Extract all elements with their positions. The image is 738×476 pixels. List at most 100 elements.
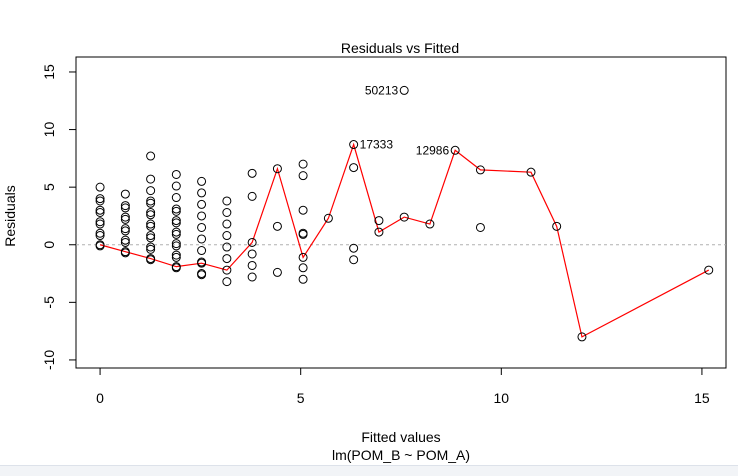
residual-point <box>526 167 536 177</box>
residual-point <box>552 221 562 231</box>
residual-point <box>323 213 333 223</box>
residual-point <box>120 203 130 213</box>
residual-point <box>247 191 257 201</box>
residual-point <box>197 246 207 256</box>
residual-point <box>171 263 181 273</box>
residual-point <box>247 237 257 247</box>
residual-point <box>450 145 460 155</box>
residual-point <box>222 231 232 241</box>
residual-point <box>425 219 435 229</box>
residual-point <box>197 234 207 244</box>
residual-point <box>197 258 207 268</box>
residual-point <box>146 233 156 243</box>
y-tick-label: 10 <box>41 122 57 138</box>
residual-point <box>120 226 130 236</box>
residual-point <box>298 205 308 215</box>
residual-point <box>704 265 714 275</box>
residual-point <box>247 272 257 282</box>
model-formula-label: lm(POM_B ~ POM_A) <box>332 447 470 463</box>
residual-point <box>171 193 181 203</box>
residual-point <box>171 218 181 228</box>
x-axis-label: Fitted values <box>361 429 440 445</box>
residual-point <box>222 208 232 217</box>
x-axis: 0 5 10 15 <box>96 367 710 406</box>
residual-point <box>146 174 156 184</box>
x-tick-label: 0 <box>96 390 104 406</box>
residual-point <box>197 199 207 209</box>
residual-point <box>120 189 130 199</box>
y-axis: -10 -5 0 5 10 15 <box>41 64 77 370</box>
residual-point <box>171 241 181 251</box>
residual-point <box>120 248 130 258</box>
residual-point <box>349 243 359 253</box>
residual-point <box>171 216 181 226</box>
smoothed-trend-line <box>99 142 710 338</box>
residual-point <box>120 214 130 224</box>
residuals-vs-fitted-plot: Residuals vs Fitted -10 -5 0 5 10 15 0 5 10 15 5… <box>2 40 727 463</box>
residual-point <box>146 231 156 241</box>
point-annotations: 50213 17333 12986 <box>360 83 450 157</box>
y-tick-label: 0 <box>41 241 57 249</box>
residual-point <box>146 196 156 206</box>
residual-point <box>399 212 409 222</box>
residual-point <box>95 205 105 215</box>
residual-point <box>146 244 156 254</box>
residual-point <box>171 206 181 216</box>
residual-point <box>349 255 359 265</box>
residual-point <box>247 260 257 270</box>
residual-point <box>272 221 282 231</box>
residual-point <box>475 165 485 175</box>
residual-point <box>146 186 156 196</box>
residual-point <box>247 168 257 178</box>
residual-point <box>95 217 105 227</box>
residual-point <box>95 208 105 217</box>
residual-point <box>298 252 308 262</box>
residual-point <box>197 176 207 186</box>
chart-title: Residuals vs Fitted <box>341 40 459 56</box>
residual-point <box>95 194 105 204</box>
residual-point <box>171 250 181 260</box>
residual-point <box>95 241 105 251</box>
residual-point <box>171 227 181 237</box>
window-bottom-strip <box>0 465 738 476</box>
residual-point <box>222 254 232 264</box>
residual-point <box>120 212 130 222</box>
residual-point <box>95 231 105 241</box>
residual-point <box>171 252 181 262</box>
residual-point <box>146 221 156 231</box>
outlier-label: 17333 <box>360 138 394 152</box>
y-tick-label: -5 <box>41 296 57 309</box>
residual-point <box>272 164 282 174</box>
residual-point <box>272 267 282 277</box>
y-axis-label: Residuals <box>2 185 18 246</box>
residual-points <box>95 85 714 342</box>
residual-point <box>298 274 308 284</box>
x-tick-label: 15 <box>694 390 710 406</box>
residual-point <box>298 159 308 169</box>
residual-point <box>349 140 359 150</box>
residual-point <box>197 270 207 280</box>
residual-point <box>222 277 232 287</box>
residual-point <box>171 169 181 179</box>
residual-point <box>95 182 105 192</box>
residual-point <box>222 242 232 252</box>
x-tick-label: 10 <box>494 390 510 406</box>
residual-point <box>298 171 308 181</box>
residual-point <box>222 196 232 206</box>
residual-point <box>95 228 105 238</box>
plot-frame <box>75 56 727 369</box>
outlier-label: 12986 <box>416 143 450 157</box>
residual-point <box>120 201 130 211</box>
residual-point <box>475 222 485 232</box>
residual-point <box>146 151 156 161</box>
residual-point <box>197 211 207 221</box>
x-tick-label: 5 <box>297 390 305 406</box>
y-tick-label: 15 <box>41 64 57 80</box>
y-tick-label: -10 <box>41 350 57 370</box>
residual-point <box>374 216 384 226</box>
residual-point <box>120 235 130 245</box>
residual-point <box>146 208 156 217</box>
residual-point <box>171 229 181 239</box>
residual-point <box>222 265 232 275</box>
residual-point <box>197 222 207 232</box>
